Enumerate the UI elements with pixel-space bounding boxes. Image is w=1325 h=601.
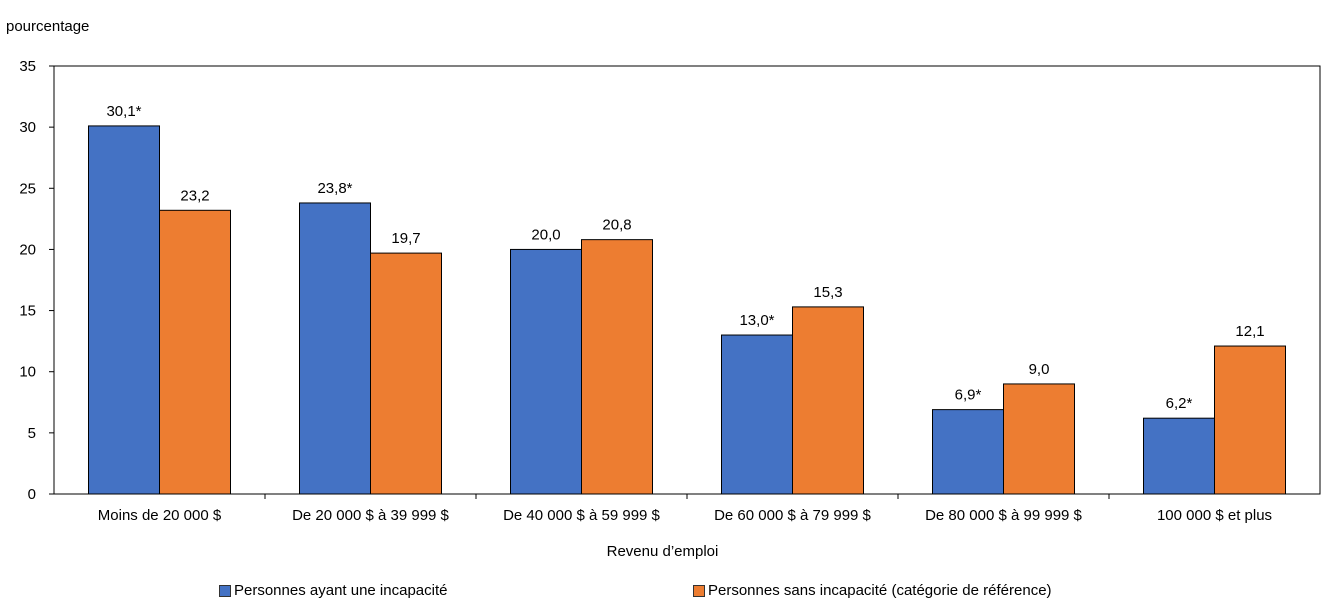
data-label-series-2: 23,2 — [180, 187, 209, 204]
data-label-series-1: 23,8* — [317, 180, 352, 197]
legend-swatch-series-2 — [693, 584, 705, 597]
x-axis-title: Revenu d’emploi — [606, 543, 719, 560]
bar-series-1 — [1143, 417, 1215, 495]
y-tick-label: 35 — [19, 58, 36, 75]
x-tick-label: 100 000 $ et plus — [1157, 507, 1272, 524]
bar-series-2 — [159, 209, 231, 495]
plot-area-frame — [53, 65, 1321, 495]
bar-series-2 — [370, 252, 442, 495]
data-label-series-2: 9,0 — [1029, 361, 1050, 378]
y-tick-label: 25 — [19, 180, 36, 197]
legend-item-series-1: Personnes ayant une incapacité — [219, 582, 447, 599]
bar-chart: 0 5 10 15 20 25 30 35 Moins de 20 000 $ 30,1* 23,2… — [19, 58, 1321, 524]
y-axis-title: pourcentage — [6, 18, 90, 35]
x-tick-label: Moins de 20 000 $ — [98, 507, 222, 524]
bar-series-1 — [510, 248, 582, 495]
bar-series-2 — [1003, 383, 1075, 495]
data-label-series-2: 19,7 — [391, 230, 420, 247]
bar-series-2 — [1214, 345, 1286, 495]
y-tick-label: 15 — [19, 303, 36, 320]
legend-label-series-2: Personnes sans incapacité (catégorie de … — [708, 582, 1052, 599]
x-tick-label: De 40 000 $ à 59 999 $ — [503, 507, 660, 524]
data-label-series-1: 6,2* — [1166, 395, 1193, 412]
data-label-series-1: 20,0 — [531, 226, 560, 243]
y-tick-label: 5 — [28, 425, 36, 442]
bar-series-2 — [792, 306, 864, 495]
bar-series-1 — [932, 409, 1004, 495]
bar-series-1 — [88, 125, 160, 495]
data-label-series-2: 12,1 — [1235, 323, 1264, 340]
y-tick-label: 30 — [19, 119, 36, 136]
legend-swatch-series-1 — [219, 584, 231, 597]
y-tick-label: 10 — [19, 364, 36, 381]
data-label-series-1: 30,1* — [106, 103, 141, 120]
x-tick-label: De 80 000 $ à 99 999 $ — [925, 507, 1082, 524]
legend-item-series-2: Personnes sans incapacité (catégorie de … — [693, 582, 1052, 599]
bar-series-1 — [299, 202, 371, 495]
legend-label-series-1: Personnes ayant une incapacité — [234, 582, 448, 599]
bar-series-2 — [581, 239, 653, 495]
data-label-series-1: 13,0* — [739, 312, 774, 329]
data-label-series-2: 15,3 — [813, 284, 842, 301]
x-tick-label: De 20 000 $ à 39 999 $ — [292, 507, 449, 524]
bar-series-1 — [721, 334, 793, 495]
x-tick-label: De 60 000 $ à 79 999 $ — [714, 507, 871, 524]
y-tick-label: 20 — [19, 241, 36, 258]
data-label-series-1: 6,9* — [955, 387, 982, 404]
data-label-series-2: 20,8 — [602, 217, 631, 234]
y-tick-label: 0 — [28, 486, 36, 503]
